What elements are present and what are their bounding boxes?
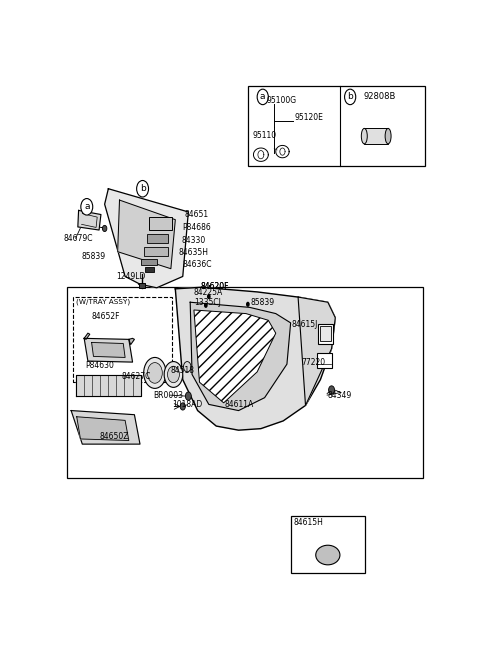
Text: 77220: 77220 (301, 358, 325, 367)
Polygon shape (92, 342, 125, 357)
Polygon shape (77, 417, 129, 440)
Circle shape (147, 362, 162, 383)
Circle shape (246, 302, 250, 307)
Text: 85839: 85839 (82, 252, 106, 261)
Text: 84620F: 84620F (201, 282, 229, 291)
Text: 84225A: 84225A (194, 289, 223, 297)
Text: 92808B: 92808B (364, 92, 396, 101)
Circle shape (183, 362, 191, 372)
Text: 84615J: 84615J (291, 320, 318, 330)
Text: (W/TRAY ASSY): (W/TRAY ASSY) (76, 299, 130, 306)
Text: 84635H: 84635H (178, 248, 208, 257)
Text: P84630: P84630 (85, 361, 114, 371)
Bar (149, 217, 172, 230)
Bar (141, 259, 156, 265)
Text: 84627C: 84627C (121, 371, 151, 381)
Text: P84686: P84686 (182, 224, 211, 232)
Circle shape (207, 294, 211, 299)
Polygon shape (175, 287, 335, 430)
Circle shape (144, 357, 166, 389)
Bar (145, 267, 154, 272)
Text: 84651: 84651 (185, 210, 209, 219)
Bar (139, 283, 145, 288)
Text: b: b (348, 92, 353, 101)
Text: 84650Z: 84650Z (99, 432, 129, 441)
Bar (73, 297, 172, 382)
Polygon shape (194, 310, 276, 403)
Polygon shape (190, 302, 290, 411)
Text: 84636C: 84636C (183, 260, 212, 269)
Text: 84652F: 84652F (92, 312, 120, 321)
Circle shape (168, 366, 180, 383)
Circle shape (137, 180, 148, 197)
Text: 84620F: 84620F (201, 282, 229, 291)
Text: a: a (260, 92, 265, 101)
Circle shape (185, 392, 192, 400)
Text: 84330: 84330 (181, 236, 205, 245)
Text: b: b (140, 184, 145, 193)
Text: 1249LD: 1249LD (117, 272, 146, 281)
Text: BR0003: BR0003 (154, 391, 184, 399)
Bar (290, 517, 365, 573)
Circle shape (204, 303, 208, 308)
Text: 95120E: 95120E (294, 113, 323, 122)
Circle shape (257, 89, 268, 105)
Text: 84518: 84518 (170, 366, 194, 375)
Bar (321, 326, 331, 341)
Bar (67, 287, 423, 478)
Text: 84679C: 84679C (64, 234, 93, 243)
Bar (248, 86, 424, 165)
Text: 84611A: 84611A (225, 401, 254, 409)
Bar (144, 247, 168, 256)
Circle shape (81, 198, 93, 215)
Polygon shape (118, 200, 175, 269)
Polygon shape (76, 375, 141, 396)
Text: 85839: 85839 (251, 297, 275, 307)
Text: 95100G: 95100G (266, 96, 297, 105)
Text: 84349: 84349 (328, 391, 352, 399)
Polygon shape (298, 297, 335, 405)
Ellipse shape (361, 129, 367, 144)
Circle shape (345, 89, 356, 105)
Circle shape (329, 386, 335, 394)
Bar (317, 353, 332, 369)
Circle shape (164, 362, 183, 387)
Text: 84615H: 84615H (294, 518, 324, 527)
Bar (364, 129, 388, 144)
Polygon shape (84, 333, 90, 340)
Text: 95110: 95110 (252, 131, 277, 140)
Bar (318, 324, 333, 344)
Polygon shape (84, 338, 132, 362)
Text: 1018AD: 1018AD (172, 401, 203, 409)
Polygon shape (105, 189, 188, 288)
Ellipse shape (385, 129, 391, 144)
Circle shape (102, 225, 107, 232)
Polygon shape (71, 411, 140, 444)
Text: a: a (84, 202, 90, 211)
Polygon shape (129, 338, 134, 344)
Polygon shape (78, 210, 101, 230)
Bar (147, 234, 168, 243)
Ellipse shape (316, 545, 340, 565)
Circle shape (180, 403, 185, 410)
Text: 1335CJ: 1335CJ (194, 297, 221, 307)
